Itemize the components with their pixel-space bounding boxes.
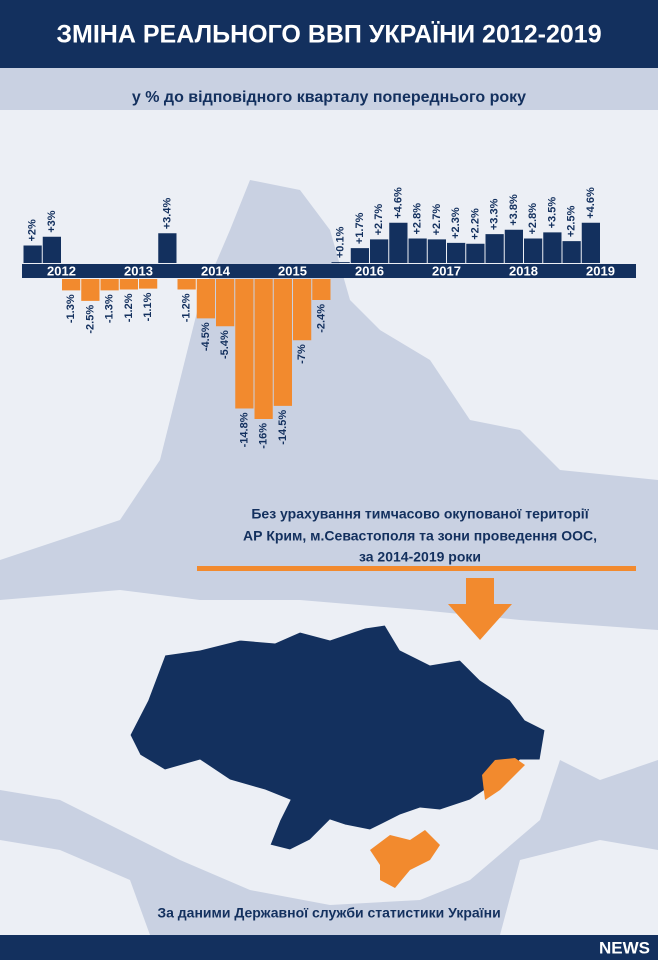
- year-label: 2016: [355, 263, 384, 278]
- bar: [81, 279, 100, 301]
- value-label: +2.5%: [566, 205, 578, 237]
- bar: [216, 279, 235, 327]
- year-label: 2018: [509, 263, 538, 278]
- value-label: +2.3%: [450, 207, 462, 239]
- bar: [293, 279, 312, 341]
- bar: [466, 243, 485, 263]
- value-label: +3.5%: [546, 197, 558, 229]
- value-label: +0.1%: [335, 226, 347, 258]
- bar: [100, 279, 119, 291]
- note-line: АР Крим, м.Севастополя та зони проведенн…: [243, 528, 597, 544]
- value-label: -2.4%: [315, 304, 327, 333]
- value-label: -2.5%: [84, 305, 96, 334]
- value-label: +1.7%: [354, 212, 366, 244]
- value-label: +2.8%: [412, 203, 424, 235]
- value-label: +2.7%: [431, 204, 443, 236]
- value-label: -7%: [296, 344, 308, 364]
- bar: [350, 248, 369, 263]
- year-band: [22, 264, 636, 278]
- occupied-donbas: [482, 758, 525, 800]
- bar: [62, 279, 81, 291]
- bar: [139, 279, 158, 289]
- bar: [408, 238, 427, 263]
- value-label: +4.6%: [585, 187, 597, 219]
- bar: [23, 245, 42, 263]
- value-label: +2%: [27, 219, 39, 242]
- arrow-line: [197, 566, 636, 571]
- value-label: +2.2%: [469, 208, 481, 240]
- bar: [562, 241, 581, 263]
- source: За даними Державної служби статистики Ук…: [157, 905, 500, 921]
- year-label: 2013: [124, 263, 153, 278]
- arrow: [448, 578, 512, 640]
- bar: [504, 229, 523, 263]
- bar: [485, 234, 504, 263]
- bar: [254, 279, 273, 419]
- year-label: 2019: [586, 263, 615, 278]
- value-label: -1.3%: [65, 294, 77, 323]
- bar: [447, 242, 466, 263]
- year-label: 2012: [47, 263, 76, 278]
- bar: [196, 279, 215, 319]
- value-label: +3.3%: [489, 198, 501, 230]
- footer-bar: [0, 935, 658, 960]
- value-label: +3.4%: [161, 198, 173, 230]
- value-label: -5.4%: [219, 330, 231, 359]
- note-line: за 2014-2019 роки: [359, 549, 481, 565]
- value-label: +2.7%: [373, 204, 385, 236]
- value-label: +2.8%: [527, 203, 539, 235]
- bar: [235, 279, 254, 409]
- bar: [42, 236, 61, 263]
- value-label: -1.1%: [142, 292, 154, 321]
- bar: [158, 233, 177, 263]
- bar: [370, 239, 389, 263]
- value-label: -4.5%: [200, 322, 212, 351]
- occupied-crimea: [370, 830, 440, 888]
- bar: [177, 279, 196, 290]
- bar: [427, 239, 446, 263]
- year-label: 2015: [278, 263, 307, 278]
- value-label: +3.8%: [508, 194, 520, 226]
- bar: [331, 262, 350, 263]
- year-label: 2017: [432, 263, 461, 278]
- value-label: -1.2%: [123, 293, 135, 322]
- bar: [543, 232, 562, 263]
- bar: [119, 279, 138, 290]
- value-label: -14.5%: [277, 410, 289, 445]
- bar: [312, 279, 331, 300]
- logo: NEWS: [599, 938, 650, 957]
- value-label: +3%: [46, 210, 58, 233]
- note-line: Без урахування тимчасово окупованої тери…: [251, 506, 589, 522]
- bar: [524, 238, 543, 263]
- bar: [389, 222, 408, 263]
- value-label: -1.2%: [181, 293, 193, 322]
- bar: [273, 279, 292, 406]
- subtitle: у % до відповідного кварталу попередньог…: [132, 89, 526, 106]
- title-bar: [0, 0, 658, 68]
- year-label: 2014: [201, 263, 231, 278]
- value-label: -14.8%: [238, 412, 250, 447]
- value-label: -1.3%: [104, 294, 116, 323]
- value-label: -16%: [258, 423, 270, 449]
- value-label: +4.6%: [392, 187, 404, 219]
- bar: [581, 222, 600, 263]
- chart-title: ЗМІНА РЕАЛЬНОГО ВВП УКРАЇНИ 2012-2019: [56, 21, 601, 49]
